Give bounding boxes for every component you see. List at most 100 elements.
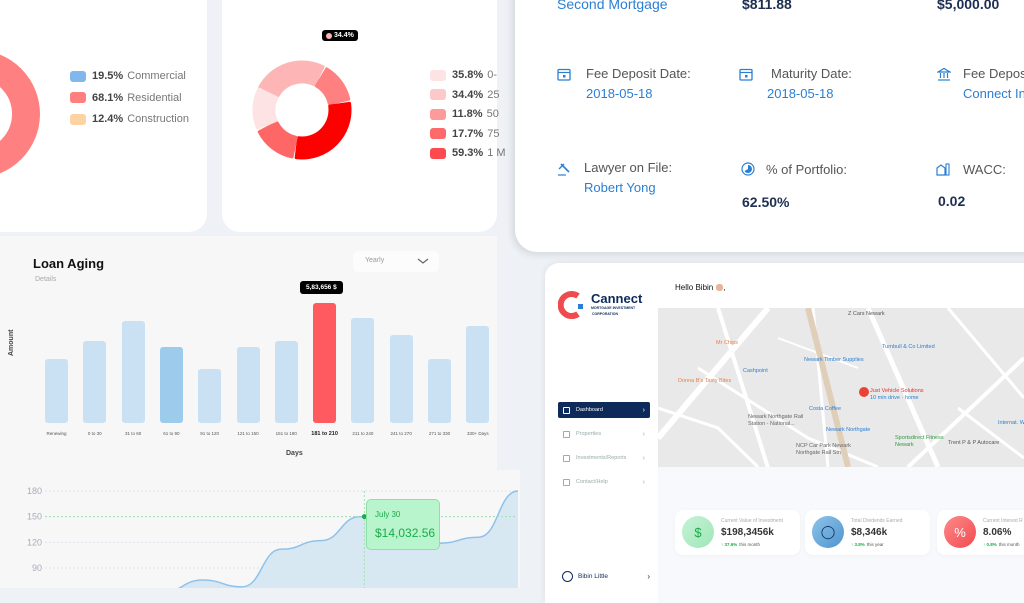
map-pin-icon [859, 387, 869, 397]
greeting-suffix: , [723, 283, 726, 292]
bar[interactable] [274, 340, 298, 423]
greeting-text: Hello Bibin [675, 283, 714, 292]
x-tick-label: 61 to 90 [163, 431, 180, 436]
chevron-down-icon [417, 258, 429, 264]
calendar-icon [557, 68, 571, 81]
map-label: Newark Timber Supplies [804, 357, 864, 363]
map-label: Sportsdirect Fitness Newark [895, 435, 944, 448]
legend-swatch [430, 147, 446, 159]
legend-percent: 68.1% [92, 91, 124, 104]
chevron-right-icon: › [642, 430, 645, 438]
map-label: Internat. Woodworki [998, 420, 1024, 426]
stat-value: $198,3456k [721, 527, 774, 538]
map-label: Mr Chips [716, 340, 739, 346]
chevron-right-icon: › [642, 406, 645, 414]
stat-card: ◯ Total Dividends Earned $8,346k ↑ 3.8% this… [805, 510, 930, 555]
percent-icon: % [944, 516, 976, 548]
stat-title: Total Dividends Earned [851, 518, 903, 524]
stat-title: Current Interest R [983, 518, 1023, 524]
nav-item-properties[interactable]: Properties › [558, 426, 650, 442]
nav-label: Dashboard [576, 407, 603, 413]
map-label: Costa Coffee [809, 406, 842, 412]
bar[interactable] [351, 317, 375, 423]
series-line [177, 490, 519, 588]
stat-value: 8.06% [983, 527, 1012, 538]
legend-item: 34.4% 25 [430, 89, 499, 101]
logo-subtitle-2: CORPORATION [592, 312, 618, 316]
legend-label: Residential [127, 91, 182, 104]
bar[interactable] [198, 368, 222, 423]
data-point[interactable] [361, 514, 367, 520]
legend-swatch [70, 92, 86, 103]
bar[interactable] [121, 321, 145, 423]
y-tick-label: 150 [27, 512, 42, 522]
maturity-date-label: Maturity Date: [771, 66, 852, 81]
legend-percent: 11.8% [452, 108, 483, 120]
donut-segment[interactable] [252, 87, 279, 130]
period-select[interactable]: Yearly [353, 251, 439, 272]
donut-segment[interactable] [294, 101, 352, 160]
legend-swatch [70, 113, 86, 125]
x-tick-label: 0 to 30 [87, 431, 102, 436]
legend-item: 68.1% Residential [70, 92, 182, 104]
bar[interactable] [389, 335, 413, 423]
map[interactable]: Z Cars Newark Mr Chips Turnbull & Co Limit… [658, 308, 1024, 467]
x-tick-label: 121 to 150 [237, 431, 259, 436]
user-avatar-icon [562, 570, 573, 582]
bar[interactable] [83, 340, 107, 423]
stat-delta: ↑ 3.8% this year [851, 542, 884, 547]
legend-percent: 59.3% [452, 147, 484, 159]
map-label: Cashpoint [743, 368, 768, 374]
lawyer-label: Lawyer on File: [584, 160, 673, 175]
nav-item-dashboard[interactable]: Dashboard › [558, 402, 650, 418]
bar-tooltip: 5,83,656 $ [300, 281, 343, 294]
delta-period: this year [866, 542, 884, 547]
legend-swatch [430, 128, 446, 139]
loan-size-card: 34.4% 35.8% 0- 34.4% 25 11.8% 50 17.7% 75 59.3% 1… [222, 0, 506, 232]
loan-aging-panel: Loan Aging Details Yearly Amount Days Re… [0, 236, 497, 470]
coins-icon: ◯ [812, 516, 844, 548]
property-type-donut [0, 54, 40, 174]
loan-size-donut [252, 60, 352, 160]
nav-label: Contact/Help [576, 479, 608, 485]
legend-item: 12.4% Construction [70, 113, 189, 125]
x-tick-label: 211 to 240 [352, 431, 374, 436]
y-tick-label: 90 [32, 563, 42, 573]
donut-segment[interactable] [257, 121, 298, 159]
property-type-card: 19.5% Commercial 68.1% Residential 12.4% Cons… [0, 0, 207, 232]
y-axis-label: Amount [8, 329, 15, 356]
nav-icon [563, 454, 570, 462]
fee-deposit-to-value: Connect In [963, 86, 1024, 101]
legend-label: Commercial [127, 70, 186, 82]
stat-delta: ↑ 37.6% this month [721, 542, 760, 547]
y-tick-label: 180 [27, 486, 42, 496]
lawyer-value: Robert Yong [584, 180, 656, 195]
mortgage-type: Second Mortgage [557, 0, 668, 12]
donut-segment[interactable] [258, 60, 325, 99]
bar[interactable] [159, 346, 183, 423]
user-name: Bibin Little [578, 572, 608, 580]
bar[interactable] [313, 303, 337, 423]
portfolio-label: % of Portfolio: [766, 162, 847, 177]
bar[interactable] [466, 325, 490, 423]
greeting: Hello Bibin , [675, 283, 725, 292]
bar[interactable] [45, 359, 68, 423]
donut-tooltip: 34.4% [322, 30, 358, 41]
user-menu[interactable]: Bibin Little › [562, 569, 650, 583]
donut-segment[interactable] [314, 67, 351, 106]
maturity-date-value: 2018-05-18 [767, 86, 834, 101]
area-fill [179, 491, 518, 588]
map-roads [658, 308, 1024, 467]
chart-tooltip: July 30 $14,032.56 [366, 499, 440, 550]
stat-delta: ↑ 0.8% this month [983, 542, 1020, 547]
map-label: Just Vehicle Solutions [870, 388, 924, 394]
area-chart: 180 150 120 90 [27, 486, 519, 588]
map-label: Turnbull & Co Limited [882, 344, 935, 350]
period-select-value: Yearly [365, 257, 385, 264]
map-label: Z Cars Newark [848, 311, 885, 317]
bar[interactable] [236, 346, 260, 423]
nav-item-investments-reports[interactable]: Investments/Reports › [558, 450, 650, 466]
map-label: Donna B's Tasty Bites [678, 378, 732, 384]
bar[interactable] [428, 359, 451, 423]
nav-item-contact-help[interactable]: Contact/Help › [558, 474, 650, 490]
